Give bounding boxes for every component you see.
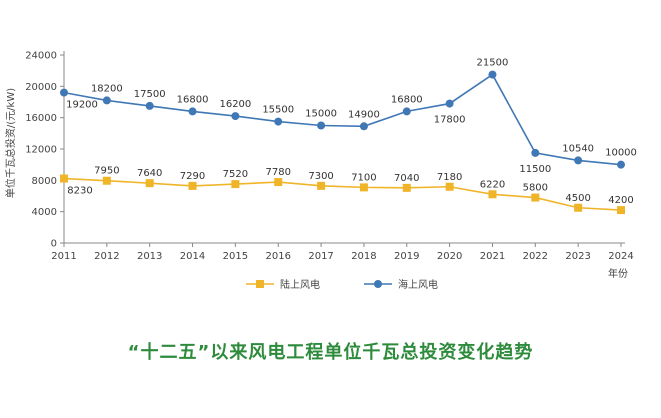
data-label: 10540 — [562, 143, 594, 154]
y-tick-label: 4000 — [32, 207, 57, 218]
data-label: 7520 — [223, 169, 248, 180]
y-tick-label: 0 — [51, 239, 57, 250]
offshore-point — [402, 107, 411, 116]
x-tick-label: 2016 — [266, 251, 291, 262]
x-tick-label: 2018 — [351, 251, 376, 262]
legend-marker — [374, 280, 382, 288]
onshore-point — [145, 179, 154, 188]
data-label: 15500 — [262, 105, 294, 116]
offshore-point — [317, 121, 326, 130]
data-label: 11500 — [519, 164, 551, 175]
data-label: 7180 — [437, 172, 462, 183]
onshore-point — [231, 180, 240, 189]
x-tick-label: 2023 — [565, 251, 590, 262]
x-tick-label: 2022 — [523, 251, 548, 262]
data-label: 7290 — [180, 171, 205, 182]
data-label: 4500 — [565, 193, 590, 204]
offshore-point — [574, 156, 583, 165]
series-line-onshore — [63, 177, 622, 211]
line-chart: 单位千瓦总投资/(元/kW) 0 4000 8000 12000 16000 20000 2… — [4, 51, 637, 292]
data-label: 16200 — [219, 99, 251, 110]
x-tick-label: 2020 — [437, 251, 462, 262]
x-axis-label: 年份 — [608, 267, 628, 280]
data-label: 7300 — [308, 171, 333, 182]
series-line-offshore — [63, 73, 622, 166]
offshore-point — [488, 70, 497, 79]
offshore-point — [359, 122, 368, 131]
x-tick-label: 2013 — [137, 251, 162, 262]
x-tick-label: 2011 — [51, 251, 76, 262]
data-label: 16800 — [177, 94, 209, 105]
offshore-point — [274, 117, 283, 126]
data-label: 17800 — [434, 115, 466, 126]
data-label: 19200 — [66, 100, 98, 111]
y-tick-label: 20000 — [25, 82, 57, 93]
offshore-point — [188, 107, 197, 116]
chart-title: “十二五”以来风电工程单位千瓦总投资变化趋势 — [127, 342, 534, 363]
data-label: 7100 — [351, 172, 376, 183]
data-label: 7780 — [266, 167, 291, 178]
onshore-point — [402, 183, 411, 192]
data-label: 15000 — [305, 109, 337, 120]
offshore-point — [145, 101, 154, 110]
x-tick-label: 2014 — [180, 251, 205, 262]
y-tick-label: 8000 — [32, 176, 57, 187]
data-label: 10000 — [605, 148, 637, 159]
data-label: 17500 — [134, 89, 166, 100]
y-tick-label: 24000 — [25, 51, 57, 62]
data-label: 21500 — [477, 58, 509, 69]
onshore-point — [60, 174, 68, 183]
legend-label: 陆上风电 — [280, 278, 320, 291]
x-tick-label: 2024 — [608, 251, 633, 262]
data-label: 18200 — [91, 83, 123, 94]
series-group — [60, 70, 625, 215]
onshore-point — [617, 206, 625, 215]
data-label: 7640 — [137, 168, 162, 179]
data-label: 4200 — [608, 195, 633, 206]
x-tick-label: 2021 — [480, 251, 505, 262]
offshore-point — [617, 160, 625, 169]
y-axis-label: 单位千瓦总投资/(元/kW) — [4, 88, 17, 198]
legend: 陆上风电 海上风电 — [246, 278, 438, 291]
data-label: 14900 — [348, 109, 380, 120]
onshore-point — [188, 181, 197, 190]
y-tick-label: 16000 — [25, 113, 57, 124]
legend-label: 海上风电 — [398, 278, 438, 291]
offshore-point — [60, 88, 68, 97]
offshore-point — [231, 112, 240, 121]
onshore-point — [274, 178, 283, 187]
data-label: 7040 — [394, 173, 419, 184]
onshore-point — [531, 193, 540, 202]
onshore-point — [574, 203, 583, 212]
data-label: 7950 — [94, 166, 119, 177]
onshore-point — [359, 183, 368, 192]
offshore-point — [445, 99, 454, 108]
x-tick-label: 2015 — [223, 251, 248, 262]
x-tick-label: 2019 — [394, 251, 419, 262]
onshore-point — [102, 176, 111, 185]
onshore-point — [317, 181, 326, 190]
offshore-point — [531, 148, 540, 157]
y-tick-label: 12000 — [25, 145, 57, 156]
data-label: 16800 — [391, 94, 423, 105]
onshore-point — [488, 190, 497, 199]
data-label: 8230 — [67, 186, 92, 197]
x-tick-label: 2012 — [94, 251, 119, 262]
onshore-point — [445, 182, 454, 191]
data-label: 6220 — [480, 179, 505, 190]
data-label: 5800 — [523, 183, 548, 194]
legend-marker — [256, 280, 264, 288]
axes: 0 4000 8000 12000 16000 20000 24000 2011 2012 201… — [25, 51, 634, 263]
offshore-point — [102, 96, 111, 105]
x-tick-label: 2017 — [308, 251, 333, 262]
